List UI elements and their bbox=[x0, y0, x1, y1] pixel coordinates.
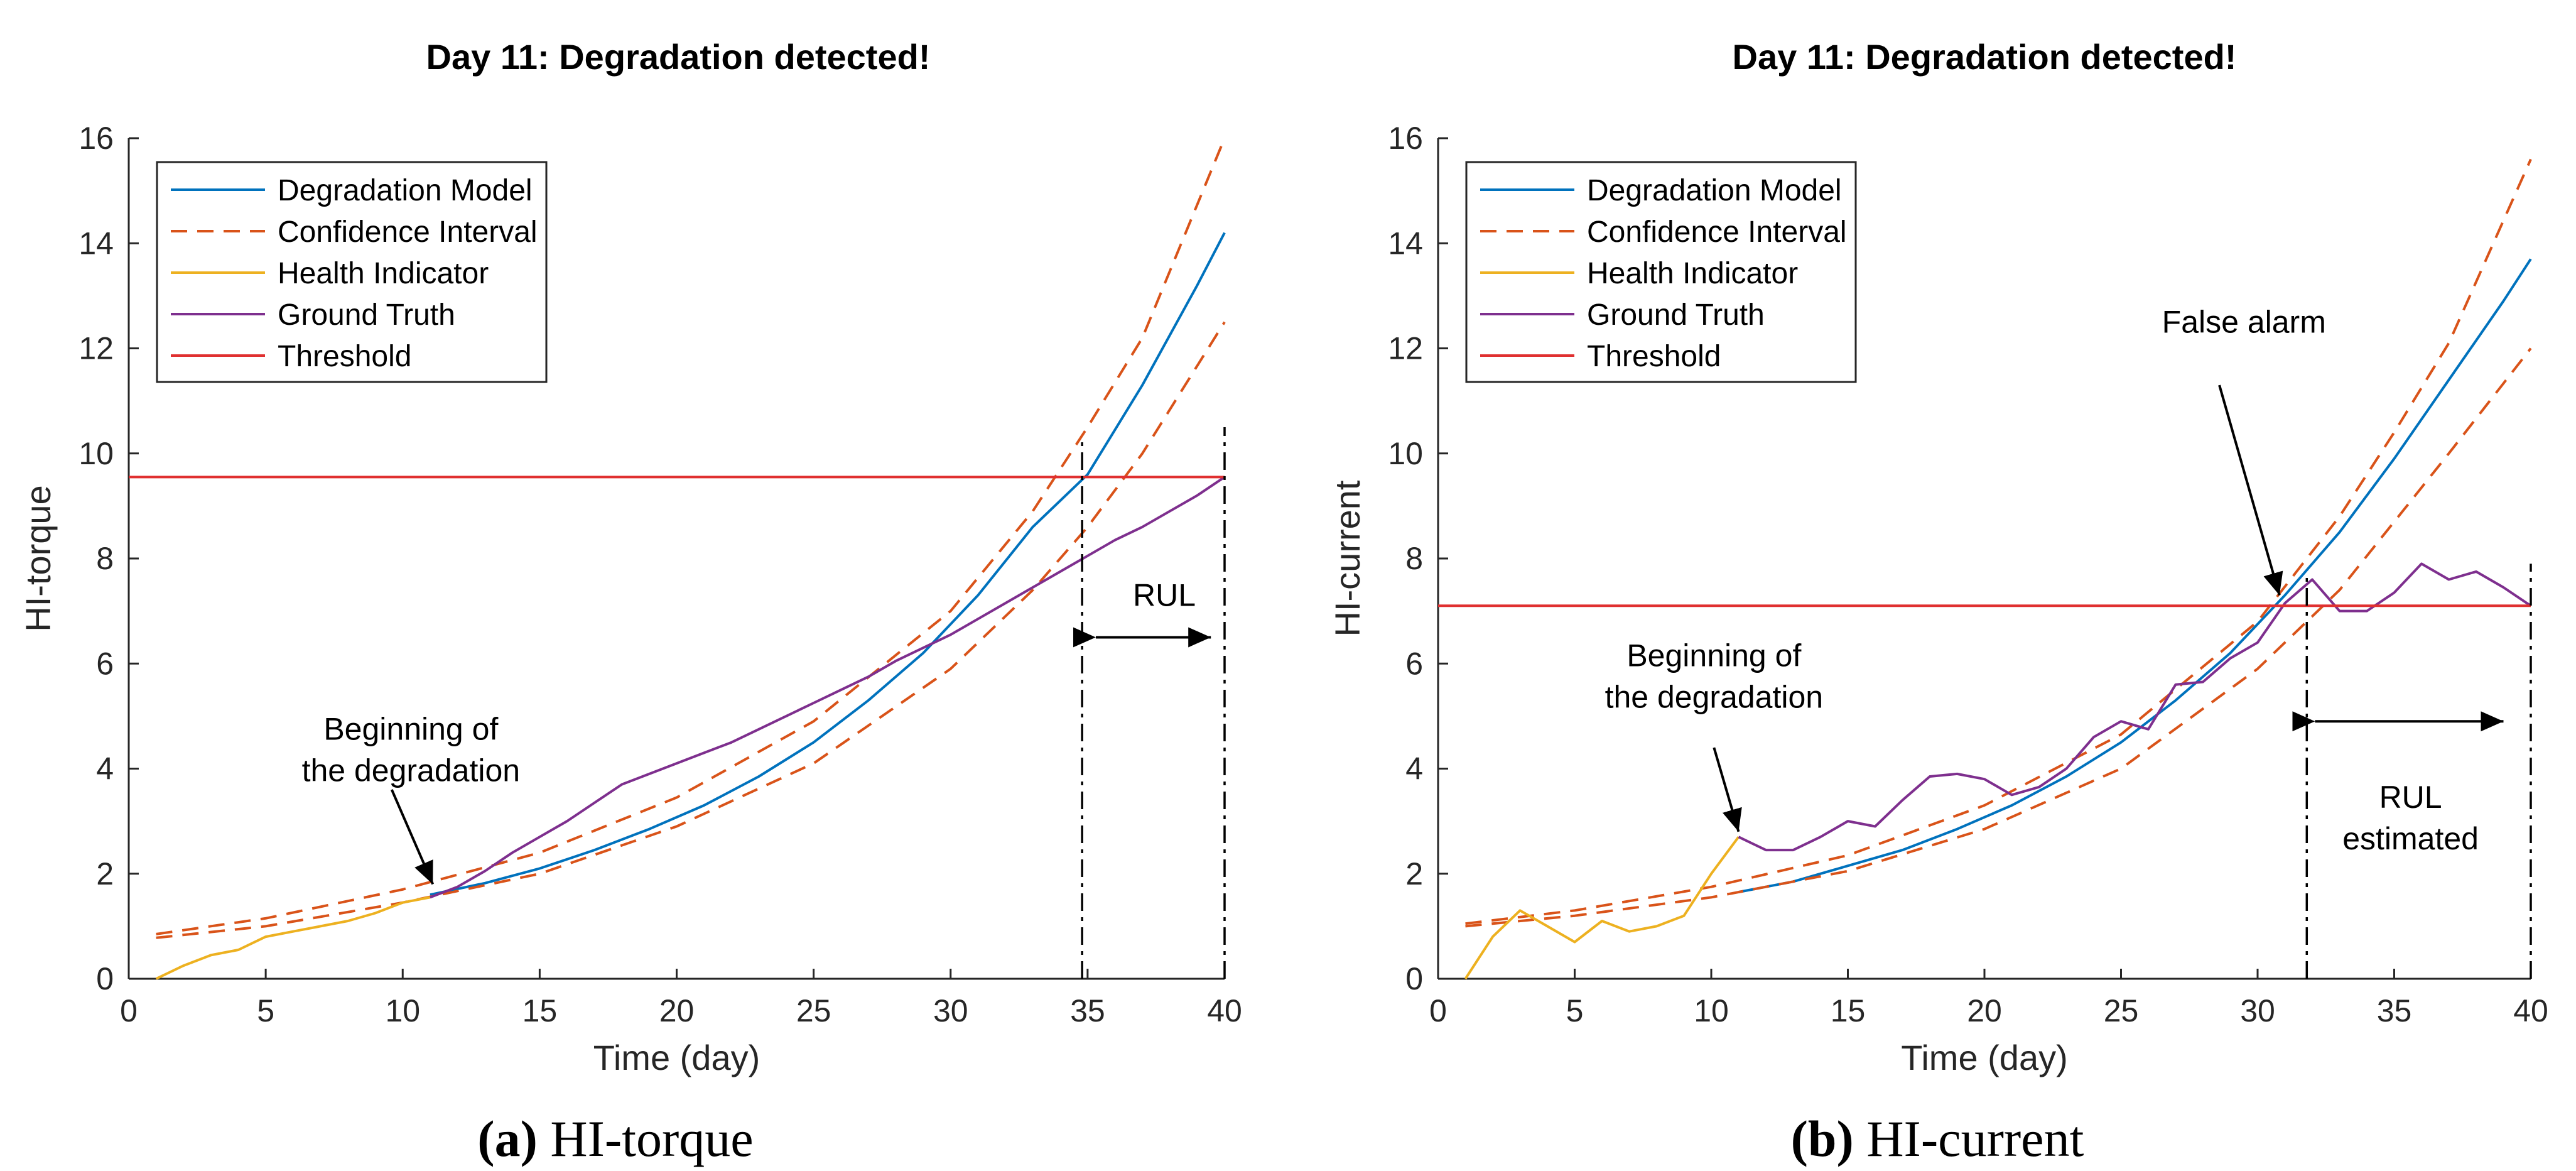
chart-b-xtick-label: 30 bbox=[2240, 993, 2275, 1028]
chart-b-ytick-label: 14 bbox=[1388, 226, 1423, 261]
chart-a-series-confidence-interval bbox=[156, 138, 1226, 935]
chart-b-xlabel: Time (day) bbox=[1901, 1038, 2068, 1077]
chart-b-annotation-arrow bbox=[2218, 384, 2283, 596]
chart-a-ytick-label: 10 bbox=[78, 436, 114, 471]
chart-a-ytick-label: 8 bbox=[96, 541, 114, 576]
chart-b-xtick-label: 15 bbox=[1831, 993, 1866, 1028]
chart-b-ylabel: HI-current bbox=[1328, 480, 1367, 636]
chart-a-series-degradation-model bbox=[430, 232, 1226, 896]
chart-a-xtick-label: 30 bbox=[933, 993, 968, 1028]
chart-a-xtick-label: 25 bbox=[796, 993, 831, 1028]
chart-a-xtick-label: 5 bbox=[257, 993, 274, 1028]
chart-a-legend-label-ground-truth: Ground Truth bbox=[278, 298, 455, 332]
chart-a-xtick-label: 15 bbox=[522, 993, 558, 1028]
chart-a-xlabel: Time (day) bbox=[593, 1038, 760, 1077]
chart-a-annotation-beginning-of: Beginning of the degradation bbox=[302, 712, 521, 788]
caption-a-text: HI-torque bbox=[538, 1110, 754, 1167]
chart-a-series-health-indicator bbox=[155, 896, 431, 980]
chart-b-series-degradation-model bbox=[1738, 258, 2532, 893]
chart-a-legend-label-degradation-model: Degradation Model bbox=[278, 174, 533, 207]
chart-a-xtick-label: 40 bbox=[1207, 993, 1242, 1028]
chart-a-annotation-arrow bbox=[390, 789, 435, 885]
chart-a-xtick-label: 0 bbox=[120, 993, 138, 1028]
chart-b-series-confidence-interval bbox=[1465, 158, 2532, 925]
chart-a-title: Day 11: Degradation detected! bbox=[426, 37, 931, 77]
chart-b-title: Day 11: Degradation detected! bbox=[1733, 37, 2237, 77]
chart-a-legend-label-health-indicator: Health Indicator bbox=[278, 257, 489, 290]
chart-b-series-ground-truth bbox=[1738, 562, 2532, 852]
chart-a-ylabel: HI-torque bbox=[18, 485, 58, 631]
chart-b-ytick-label: 0 bbox=[1405, 961, 1423, 996]
chart-a-xtick-label: 35 bbox=[1070, 993, 1105, 1028]
chart-b-legend-label-threshold: Threshold bbox=[1587, 340, 1721, 373]
chart-panel-b: Day 11: Degradation detected!0 5 10 15 20 25 3… bbox=[1328, 37, 2548, 1077]
chart-b-legend-label-ground-truth: Ground Truth bbox=[1587, 298, 1765, 332]
chart-b-annotation-beginning-of: Beginning of the degradation bbox=[1605, 638, 1824, 714]
chart-a-legend: Degradation Model Confidence Interval Heal… bbox=[156, 161, 548, 383]
caption-b-text: HI-current bbox=[1854, 1110, 2084, 1167]
chart-b-annotation-arrow bbox=[1713, 747, 1742, 832]
chart-a-ytick-label: 0 bbox=[96, 961, 114, 996]
chart-a-legend-label-confidence-interval: Confidence Interval bbox=[278, 215, 538, 249]
caption-b: (b) HI-current bbox=[1791, 1110, 2084, 1167]
chart-b-xtick-label: 25 bbox=[2104, 993, 2139, 1028]
chart-b-xtick-label: 40 bbox=[2513, 993, 2548, 1028]
chart-b-ytick-label: 4 bbox=[1405, 751, 1423, 787]
chart-b-annotation-false-alarm: False alarm bbox=[2162, 304, 2326, 339]
caption-b-letter: (b) bbox=[1791, 1110, 1854, 1167]
chart-b-ytick-label: 10 bbox=[1388, 436, 1423, 471]
chart-b-xtick-label: 35 bbox=[2377, 993, 2412, 1028]
chart-a-series-confidence-interval bbox=[156, 321, 1226, 939]
chart-b-ytick-label: 2 bbox=[1405, 856, 1423, 891]
chart-a-annotation-rul: RUL bbox=[1133, 577, 1196, 613]
chart-panel-a: Day 11: Degradation detected!0 5 10 15 20 25 3… bbox=[18, 37, 1242, 1077]
chart-b-ytick-label: 12 bbox=[1388, 331, 1423, 366]
chart-a-ytick-label: 12 bbox=[78, 331, 114, 366]
chart-a-ytick-label: 2 bbox=[96, 856, 114, 891]
chart-b-legend-label-health-indicator: Health Indicator bbox=[1587, 257, 1798, 290]
chart-a-ytick-label: 14 bbox=[78, 226, 114, 261]
caption-a-letter: (a) bbox=[477, 1110, 538, 1167]
chart-b-legend-label-degradation-model: Degradation Model bbox=[1587, 174, 1842, 207]
chart-a-ytick-label: 6 bbox=[96, 646, 114, 681]
chart-b-xtick-label: 0 bbox=[1429, 993, 1447, 1028]
caption-a: (a) HI-torque bbox=[477, 1110, 753, 1167]
chart-b-ytick-label: 16 bbox=[1388, 121, 1423, 156]
chart-a-legend-label-threshold: Threshold bbox=[278, 340, 411, 373]
chart-a-xtick-label: 10 bbox=[385, 993, 420, 1028]
chart-b-legend-label-confidence-interval: Confidence Interval bbox=[1587, 215, 1847, 249]
chart-b-xtick-label: 5 bbox=[1566, 993, 1584, 1028]
chart-b-legend: Degradation Model Confidence Interval Heal… bbox=[1465, 161, 1857, 383]
chart-a-series-ground-truth bbox=[430, 476, 1226, 899]
chart-a-xtick-label: 20 bbox=[659, 993, 695, 1028]
chart-b-xtick-label: 10 bbox=[1694, 993, 1729, 1028]
chart-b-ytick-label: 6 bbox=[1405, 646, 1423, 681]
chart-a-ytick-label: 4 bbox=[96, 751, 114, 787]
chart-b-xtick-label: 20 bbox=[1967, 993, 2002, 1028]
chart-b-annotation-rul: RUL estimated bbox=[2342, 780, 2479, 856]
chart-b-ytick-label: 8 bbox=[1405, 541, 1423, 576]
chart-a-ytick-label: 16 bbox=[78, 121, 114, 156]
chart-b-series-health-indicator bbox=[1464, 836, 1740, 980]
